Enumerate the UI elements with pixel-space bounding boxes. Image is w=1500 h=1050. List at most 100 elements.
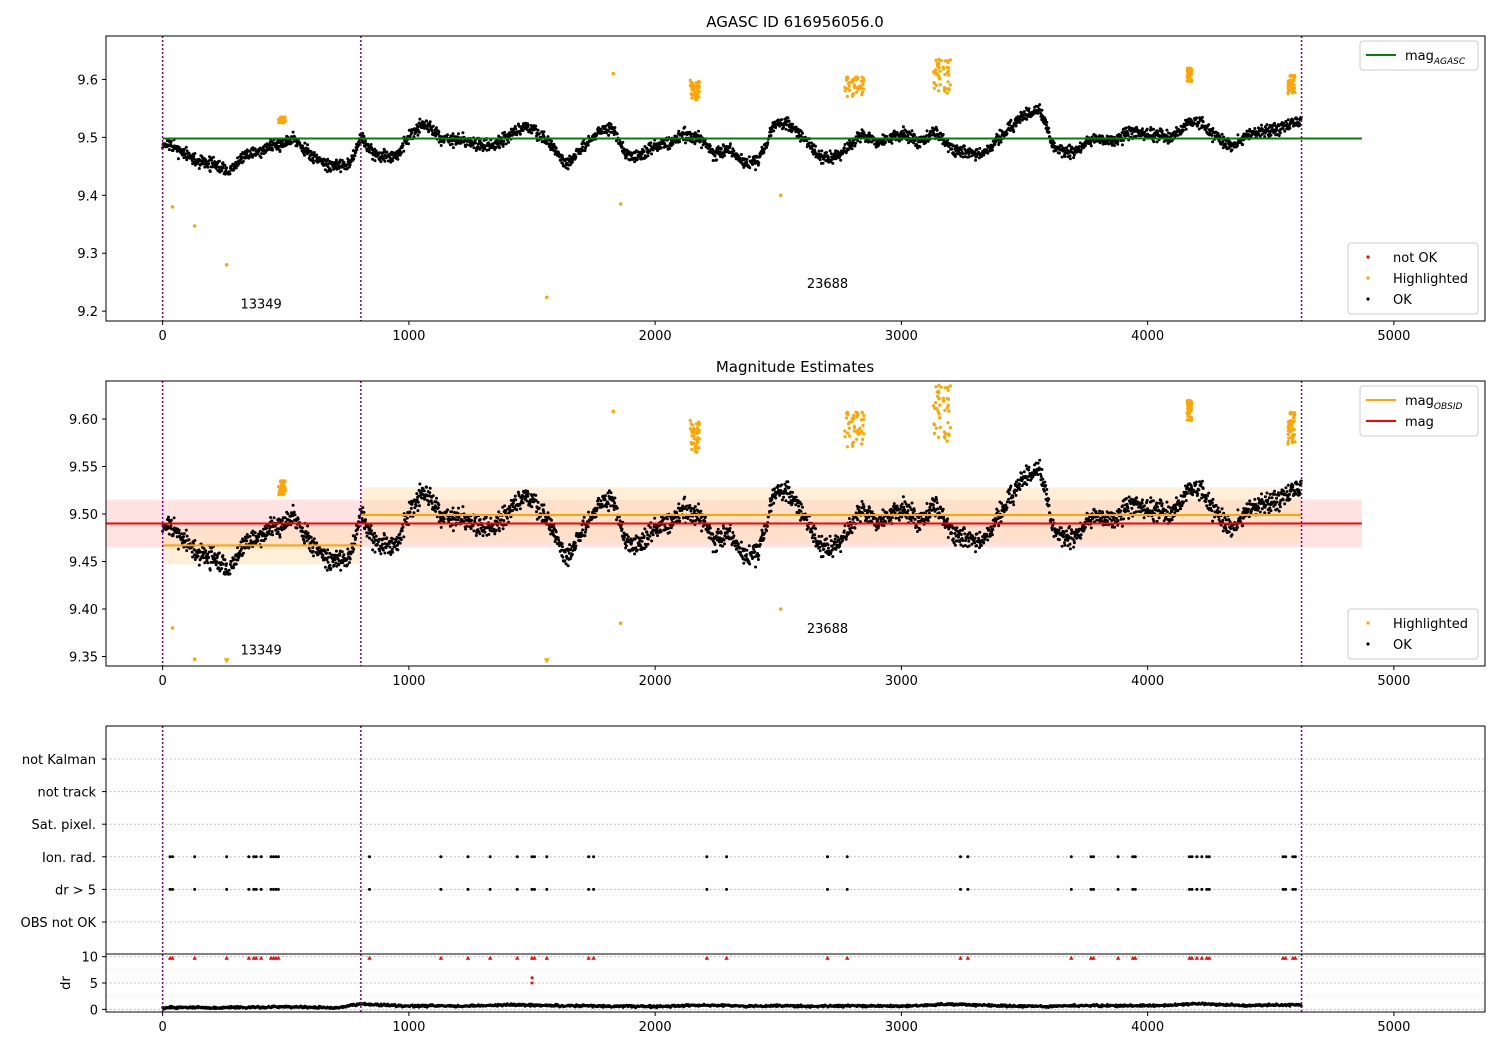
panel1-ok-point xyxy=(982,153,986,157)
panel1-ok-point xyxy=(668,147,672,151)
panel1-ok-point xyxy=(1065,146,1068,150)
panel2-ok-point xyxy=(206,553,210,557)
panel1-ok-point xyxy=(1295,117,1299,121)
panel1-ok-point xyxy=(1025,117,1029,121)
panel2-ok-point xyxy=(345,563,349,567)
panel1-ok-point xyxy=(1124,126,1128,130)
panel1-ok-point xyxy=(184,145,188,149)
panel1-highlighted-cluster-2 xyxy=(860,79,864,83)
panel1-highlighted-cluster-2 xyxy=(847,84,851,88)
panel1-ok-point xyxy=(772,129,776,133)
panel2-ok-point xyxy=(267,529,271,533)
panel1-ok-point xyxy=(1119,139,1123,143)
panel1-ok-point xyxy=(451,146,455,150)
panel1-ok-point xyxy=(303,141,307,145)
panel2-ok-point xyxy=(435,515,439,519)
panel2-ok-point xyxy=(302,539,306,543)
panel2-ok-point xyxy=(550,518,553,522)
panel2-ok-point xyxy=(606,491,610,495)
panel1-ok-point xyxy=(312,151,316,154)
panel2-ok-point xyxy=(337,559,341,563)
panel2-ok-point xyxy=(487,532,491,536)
panel2-ok-point xyxy=(645,530,649,534)
panel1-ok-point xyxy=(1195,116,1198,120)
panel2-ok-point xyxy=(177,528,181,532)
panel1-ok-point xyxy=(457,132,460,136)
panel2-ok-point xyxy=(197,563,201,567)
panel2-ok-point xyxy=(202,556,206,560)
panel2-ok-point xyxy=(449,518,453,521)
panel1-ok-point xyxy=(765,143,769,147)
panel2-ok-point xyxy=(640,539,644,543)
panel1-ok-point xyxy=(1269,133,1273,137)
panel1-ok-point xyxy=(1277,134,1281,138)
panel2-ok-point xyxy=(497,510,501,514)
panel2-ok-point xyxy=(552,523,556,527)
panel2-ok-point xyxy=(481,534,485,538)
panel1-xtick-label-3: 3000 xyxy=(885,329,918,344)
panel1-ok-point xyxy=(700,146,704,150)
panel1-ok-point xyxy=(1236,133,1240,137)
panel1-ok-point xyxy=(1281,127,1285,131)
panel1-ok-point xyxy=(568,154,572,158)
panel2-ok-point xyxy=(247,546,251,550)
panel2-ok-point xyxy=(853,526,857,530)
panel2-ok-point xyxy=(302,534,306,538)
panel2-ok-point xyxy=(373,550,377,554)
panel1-ok-point xyxy=(1007,123,1011,127)
panel2-ok-point xyxy=(232,557,236,561)
panel1-ok-point xyxy=(260,152,263,155)
panel1-ok-point xyxy=(309,150,313,153)
panel1-ok-point xyxy=(354,150,358,154)
panel1-ok-point xyxy=(993,143,997,146)
panel2-ok-point xyxy=(812,540,815,544)
panel2-ok-point xyxy=(311,550,315,553)
panel1-ytick-label-1: 9.3 xyxy=(77,247,98,262)
panel1-ok-point xyxy=(581,145,585,149)
panel1-ok-point xyxy=(1011,125,1015,129)
panel1-ok-point xyxy=(693,134,696,138)
panel1-ok-point xyxy=(1210,133,1214,137)
panel2-ok-point xyxy=(536,500,540,504)
panel1-ok-point xyxy=(753,158,757,162)
panel1-ok-point xyxy=(642,149,646,153)
panel2-ok-point xyxy=(708,526,712,530)
panel1-ok-point xyxy=(245,152,249,156)
panel1-ok-point xyxy=(561,162,565,166)
panel2-ok-point xyxy=(613,496,617,500)
panel2-ok-point xyxy=(710,537,713,541)
panel2-ok-point xyxy=(345,557,349,561)
panel1-ok-point xyxy=(1265,123,1269,127)
panel1-highlighted-cluster-3 xyxy=(946,80,950,84)
panel2-ok-point xyxy=(271,533,275,537)
panel2-ok-point xyxy=(428,491,432,495)
panel1-ok-point xyxy=(866,140,870,144)
panel1-ok-point xyxy=(498,146,501,150)
panel1-ok-point xyxy=(678,140,682,144)
panel1-highlighted-cluster-5 xyxy=(1292,75,1296,79)
panel1-ok-point xyxy=(900,129,904,133)
panel1-ok-point xyxy=(671,142,675,146)
panel1-ok-point xyxy=(1143,130,1146,134)
panel1-ok-point xyxy=(206,165,210,169)
panel1-ok-point xyxy=(1078,141,1082,145)
panel1-legend-subscript-0: AGASC xyxy=(1433,57,1466,67)
panel1-ok-point xyxy=(935,128,939,132)
panel2-ok-point xyxy=(728,526,732,530)
panel1-ok-point xyxy=(1052,141,1056,145)
panel1-ok-point xyxy=(306,143,310,147)
panel2-ok-point xyxy=(405,516,409,520)
panel2-ok-point xyxy=(362,510,366,514)
panel1-ok-point xyxy=(221,161,225,165)
panel1-ok-point xyxy=(487,148,491,152)
panel1-ok-point xyxy=(1260,123,1263,127)
panel1-ok-point xyxy=(1040,108,1044,112)
panel1-highlighted-cluster-3 xyxy=(935,71,939,76)
panel1-ok-point xyxy=(1246,129,1250,133)
panel1-highlighted-cluster-3 xyxy=(934,58,938,62)
panel1-ok-point xyxy=(626,149,630,153)
panel2-ok-point xyxy=(534,493,538,497)
panel1-ok-point xyxy=(507,140,511,144)
panel2-ok-point xyxy=(387,542,391,546)
panel1-ok-point xyxy=(470,139,473,143)
